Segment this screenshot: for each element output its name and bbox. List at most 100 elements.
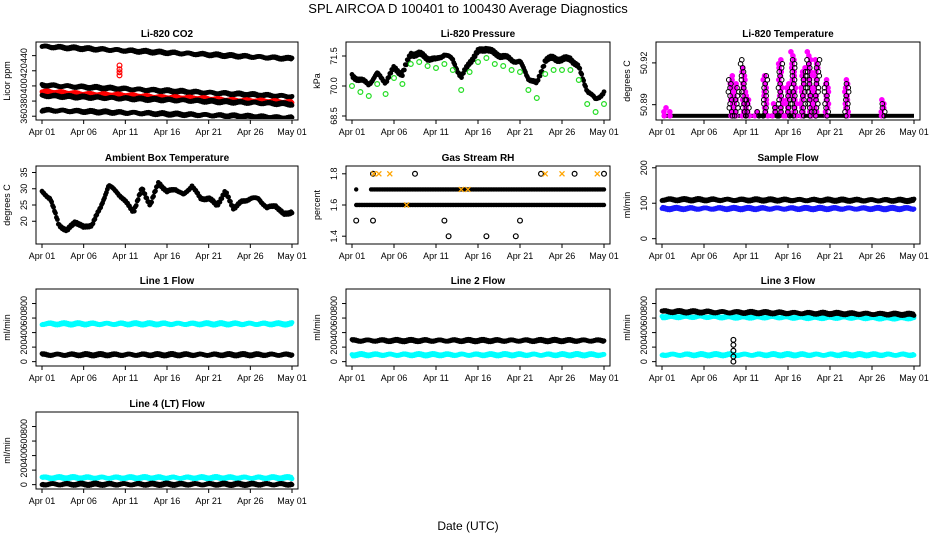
data-point: [760, 97, 767, 103]
x-tick-label: Apr 26: [237, 251, 264, 261]
data-point: [131, 208, 137, 214]
data-point: [51, 204, 56, 210]
x-tick-label: Apr 21: [507, 127, 534, 137]
panel-title: Li-820 Pressure: [441, 29, 516, 40]
y-tick-label: 200: [329, 340, 339, 355]
y-tick-label: 30: [19, 184, 29, 194]
x-tick-label: Apr 01: [649, 251, 676, 261]
data-point: [800, 81, 807, 87]
series-box-temperature: [39, 179, 295, 234]
x-tick-label: Apr 16: [775, 251, 802, 261]
data-point: [786, 89, 793, 95]
data-point: [151, 193, 156, 199]
x-tick-label: Apr 01: [339, 251, 366, 261]
x-tick-label: May 01: [589, 127, 619, 137]
data-point: [800, 77, 807, 83]
data-point: [512, 233, 519, 240]
data-point: [812, 93, 819, 99]
x-tick-label: Apr 06: [70, 373, 97, 383]
x-tick-label: Apr 21: [195, 127, 222, 137]
x-tick-label: Apr 26: [237, 127, 264, 137]
x-tick-label: Apr 26: [859, 373, 886, 383]
data-point: [401, 67, 407, 73]
data-point: [761, 73, 768, 79]
series-cyan: [349, 350, 607, 359]
data-point: [754, 109, 760, 115]
figure-title: SPL AIRCOA D 100401 to 100430 Average Di…: [308, 1, 628, 16]
x-tick-label: Apr 11: [423, 373, 449, 383]
data-point: [289, 93, 295, 99]
y-tick-label: 50.92: [639, 52, 649, 75]
x-tick-label: May 01: [277, 251, 307, 261]
data-point: [226, 194, 231, 200]
data-point: [816, 57, 823, 63]
data-point: [806, 77, 813, 83]
data-point: [911, 196, 917, 202]
y-axis-label: ml/min: [622, 192, 632, 219]
data-point: [416, 58, 423, 65]
x-tick-label: Apr 26: [549, 373, 576, 383]
data-point: [412, 170, 419, 177]
x-tick-label: Apr 11: [733, 373, 759, 383]
x-tick-label: Apr 16: [465, 127, 492, 137]
data-point: [814, 77, 820, 83]
data-point: [594, 170, 601, 177]
x-tick-label: Apr 21: [195, 373, 222, 383]
data-point: [133, 203, 139, 208]
data-area: [659, 307, 917, 365]
y-tick-label: 400: [19, 325, 29, 340]
data-point: [879, 101, 886, 107]
data-point: [772, 105, 778, 111]
x-tick-label: May 01: [589, 251, 619, 261]
data-point: [403, 202, 410, 208]
data-point: [601, 89, 607, 95]
x-tick-label: May 01: [277, 127, 307, 137]
data-point: [116, 66, 123, 73]
data-point: [911, 313, 917, 318]
data-point: [142, 191, 148, 197]
series-black: [349, 336, 607, 345]
data-point: [842, 109, 848, 115]
y-tick-label: 600: [329, 311, 339, 326]
data-point: [663, 105, 669, 111]
data-point: [458, 186, 465, 193]
data-point: [804, 73, 810, 79]
data-point: [525, 86, 532, 93]
x-tick-label: Apr 21: [507, 251, 534, 261]
data-point: [785, 109, 791, 115]
data-point: [116, 62, 123, 69]
series-low: [39, 106, 295, 119]
data-point: [399, 80, 406, 87]
series-black: [39, 350, 295, 359]
x-tick-label: Apr 16: [154, 373, 181, 383]
series-1.8-level: [370, 170, 607, 177]
x-tick-label: Apr 06: [691, 127, 718, 137]
data-point: [537, 170, 544, 177]
data-point: [815, 89, 821, 95]
data-point: [382, 90, 389, 97]
data-point: [535, 77, 541, 83]
x-tick-label: Apr 16: [154, 127, 181, 137]
data-point: [289, 320, 295, 325]
data-point: [441, 217, 448, 224]
data-point: [400, 73, 405, 79]
y-tick-label: 70.0: [329, 77, 339, 95]
data-point: [583, 84, 588, 89]
series-magenta-spikes: [661, 49, 887, 119]
data-point: [374, 80, 381, 87]
data-point: [778, 109, 784, 115]
data-point: [789, 69, 796, 75]
data-area: [349, 45, 607, 115]
data-point: [224, 190, 230, 196]
y-tick-label: 400: [639, 325, 649, 340]
x-tick-label: Apr 21: [195, 251, 222, 261]
y-axis-label: kPa: [312, 73, 322, 89]
y-tick-label: 0: [639, 359, 649, 364]
data-point: [375, 170, 382, 177]
data-point: [738, 57, 745, 63]
plot-frame: [35, 165, 299, 245]
